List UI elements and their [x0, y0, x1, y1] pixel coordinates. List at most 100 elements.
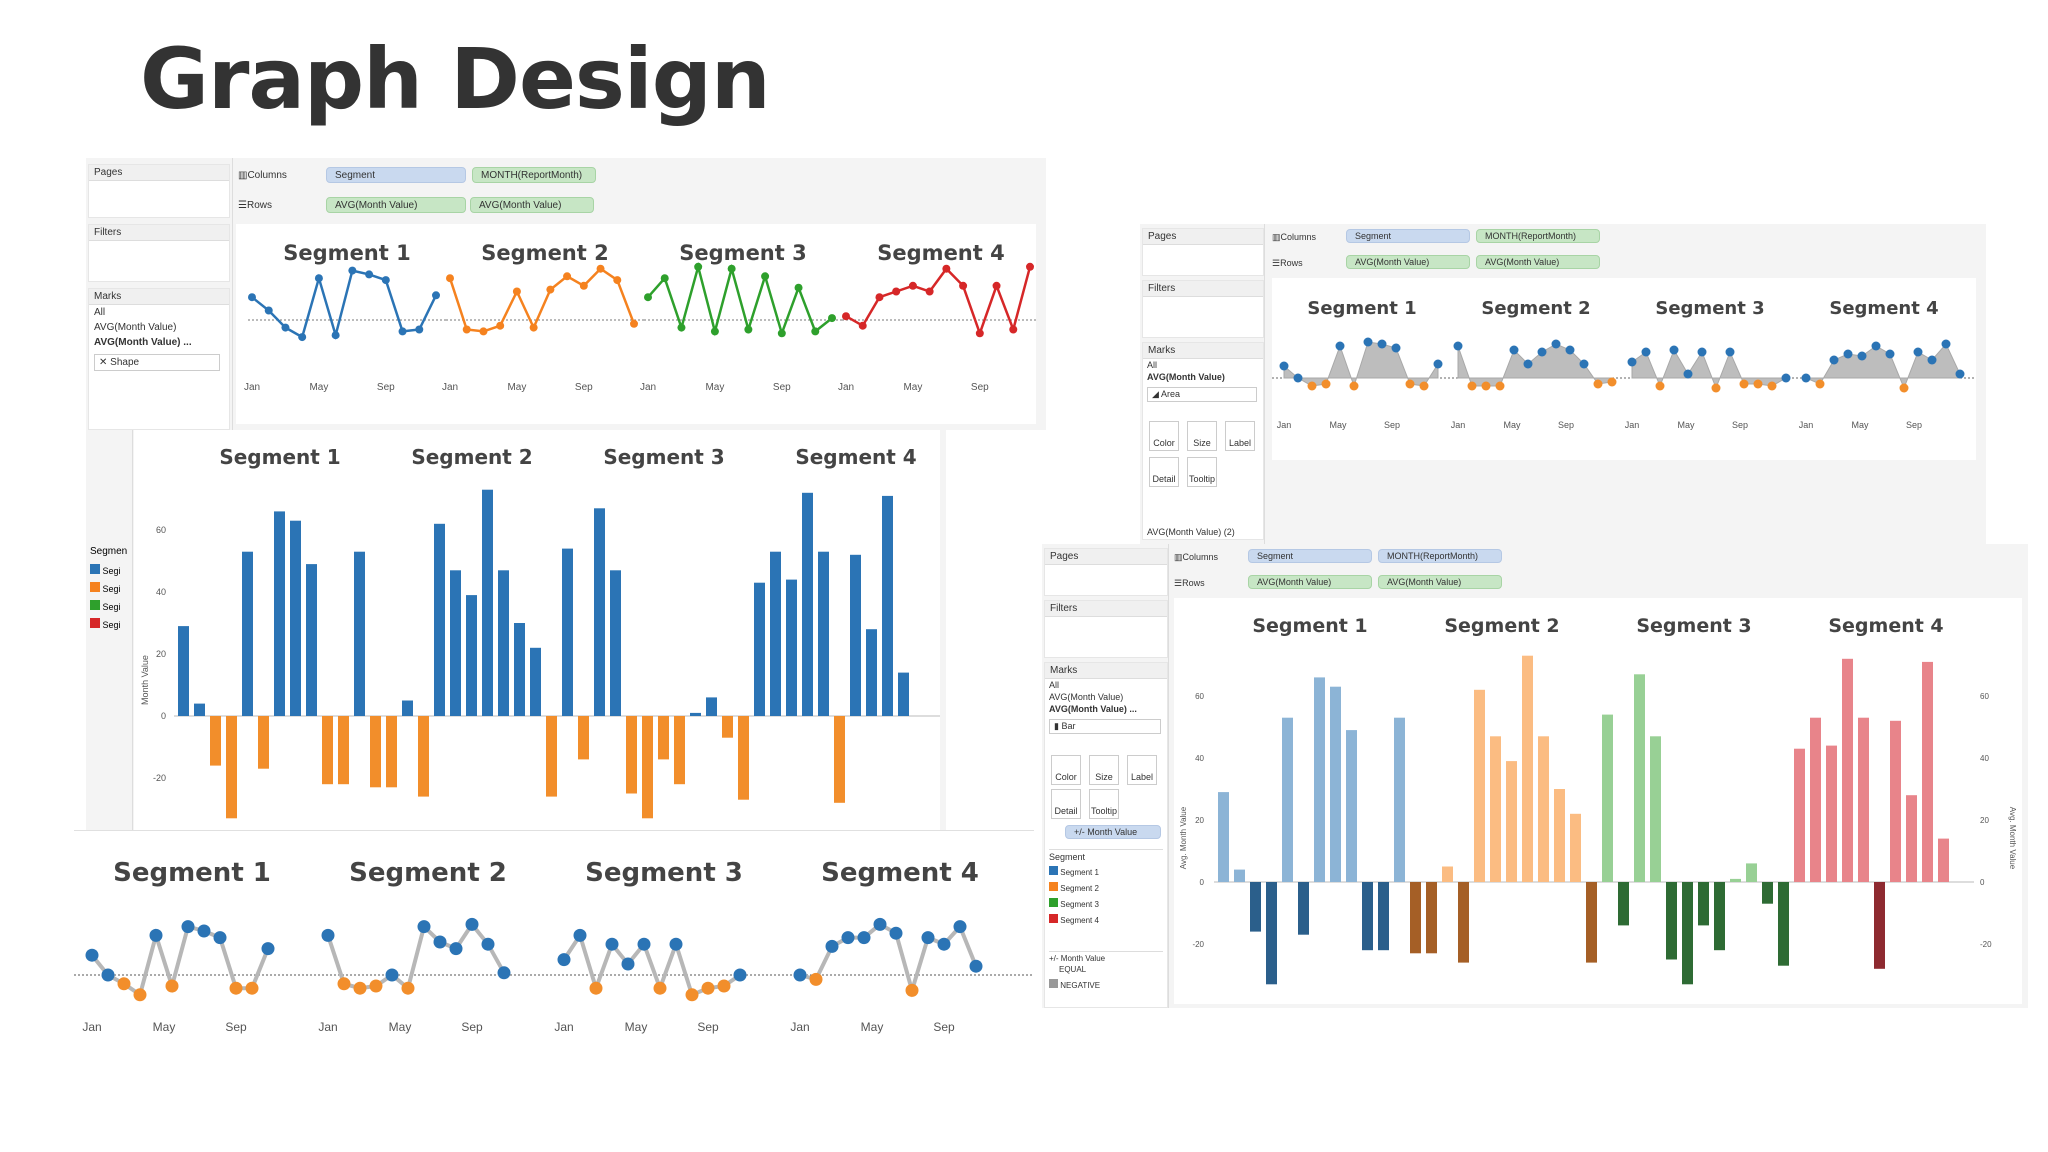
bar [1906, 795, 1917, 882]
data-point [1913, 347, 1923, 357]
bar [786, 579, 797, 716]
data-point [85, 948, 99, 962]
month-tick: Sep [697, 1020, 719, 1034]
month-tick: Jan [554, 1020, 573, 1034]
month-pill-d[interactable]: MONTH(ReportMonth) [1476, 229, 1600, 243]
columns-shelf-d[interactable]: ▥ Columns [1272, 231, 1317, 243]
month-tick: Sep [1906, 420, 1922, 430]
bar [306, 564, 317, 716]
mark-type-dropdown[interactable]: ✕ Shape [94, 354, 220, 371]
avg-pill-d1[interactable]: AVG(Month Value) [1346, 255, 1470, 269]
data-point [1293, 373, 1303, 383]
bar [402, 700, 413, 716]
data-point [1829, 355, 1839, 365]
color-button-e[interactable]: Color [1051, 755, 1081, 785]
data-point [1593, 379, 1603, 389]
filters-card: Filters [88, 224, 230, 282]
data-point [921, 931, 935, 945]
data-point [1579, 359, 1589, 369]
tooltip-button-d[interactable]: Tooltip [1187, 457, 1217, 487]
rows-shelf[interactable]: ☰ Rows [238, 199, 272, 211]
bar [370, 716, 381, 788]
segment-pill-d[interactable]: Segment [1346, 229, 1470, 243]
segment-title: Segment 4 [1829, 298, 1938, 319]
month-tick: Sep [1384, 420, 1400, 430]
data-point [1767, 381, 1777, 391]
data-point [1551, 339, 1561, 349]
detail-button-d[interactable]: Detail [1149, 457, 1179, 487]
columns-shelf[interactable]: ▥ Columns [238, 169, 287, 181]
series-line [799, 921, 978, 998]
mark-type-dropdown-e[interactable]: ▮ Bar [1049, 719, 1161, 734]
area-chart-area: Segment 1 Jan May Sep Segment 2 Jan May Sep Segm… [1272, 278, 1976, 460]
data-point [793, 968, 807, 982]
pm-month-value-pill[interactable]: +/- Month Value [1065, 825, 1161, 839]
label-button-d[interactable]: Label [1225, 421, 1255, 451]
bar [1746, 863, 1757, 882]
data-point [992, 281, 1001, 290]
bar [1842, 658, 1853, 882]
tooltip-button-e[interactable]: Tooltip [1089, 789, 1119, 819]
rows-shelf-e[interactable]: ☰ Rows [1174, 577, 1205, 589]
bar [194, 703, 205, 716]
bar [514, 623, 525, 716]
color-button-d[interactable]: Color [1149, 421, 1179, 451]
label-button-e[interactable]: Label [1127, 755, 1157, 785]
rows-shelf-d[interactable]: ☰ Rows [1272, 257, 1303, 269]
series-line [647, 261, 833, 338]
data-point [337, 977, 351, 991]
data-point [937, 937, 951, 951]
area-icon: ◢ [1152, 389, 1161, 399]
marks-card-d[interactable]: Marks All AVG(Month Value) ◢ Area Color … [1142, 342, 1264, 540]
bar [658, 716, 669, 760]
bar [1890, 720, 1901, 882]
data-point [1683, 369, 1693, 379]
bar [866, 629, 877, 716]
size-button-e[interactable]: Size [1089, 755, 1119, 785]
data-point [1711, 383, 1721, 393]
data-point [1565, 345, 1575, 355]
segment-pill[interactable]: Segment [326, 167, 466, 183]
data-point [149, 928, 163, 942]
avg-pill-2[interactable]: AVG(Month Value) [470, 197, 594, 213]
marks-card[interactable]: Marks All AVG(Month Value) AVG(Month Val… [88, 288, 230, 430]
data-point [710, 327, 719, 336]
mark-type-dropdown-d[interactable]: ◢ Area [1147, 387, 1257, 402]
avg-pill-e1[interactable]: AVG(Month Value) [1248, 575, 1372, 589]
bar [1922, 661, 1933, 882]
month-tick: Jan [244, 382, 260, 393]
data-point [1405, 379, 1415, 389]
bar-chart-area: Month Value 60 40 20 0 -20 Segment 1 Segment 2 S… [134, 430, 940, 830]
series-line [845, 266, 1032, 338]
marks-card-e[interactable]: Marks All AVG(Month Value) AVG(Month Val… [1044, 662, 1168, 1008]
segment-title: Segment 4 [795, 445, 916, 469]
month-tick: Sep [971, 382, 989, 393]
bar [546, 716, 557, 797]
month-pill[interactable]: MONTH(ReportMonth) [472, 167, 596, 183]
avg-pill-e2[interactable]: AVG(Month Value) [1378, 575, 1502, 589]
segment-pill-e[interactable]: Segment [1248, 549, 1372, 563]
y-tick-right: 0 [1980, 878, 1985, 887]
data-point [857, 931, 871, 945]
avg-pill-d2[interactable]: AVG(Month Value) [1476, 255, 1600, 269]
month-pill-e[interactable]: MONTH(ReportMonth) [1378, 549, 1502, 563]
detail-button-e[interactable]: Detail [1051, 789, 1081, 819]
bar [818, 551, 829, 716]
bar [562, 548, 573, 716]
bar [1602, 714, 1613, 882]
month-tick: Sep [377, 382, 395, 393]
size-button-d[interactable]: Size [1187, 421, 1217, 451]
bar [1266, 882, 1277, 985]
data-point [1523, 359, 1533, 369]
bar [1794, 748, 1805, 882]
bar [1426, 882, 1437, 954]
y-tick: 20 [156, 649, 166, 659]
bar [802, 492, 813, 716]
bar [322, 716, 333, 785]
columns-shelf-e[interactable]: ▥ Columns [1174, 551, 1219, 563]
data-point [1509, 345, 1519, 355]
month-tick: May [153, 1020, 176, 1034]
avg-pill-1[interactable]: AVG(Month Value) [326, 197, 466, 213]
data-point [596, 264, 605, 273]
data-point [1419, 381, 1429, 391]
